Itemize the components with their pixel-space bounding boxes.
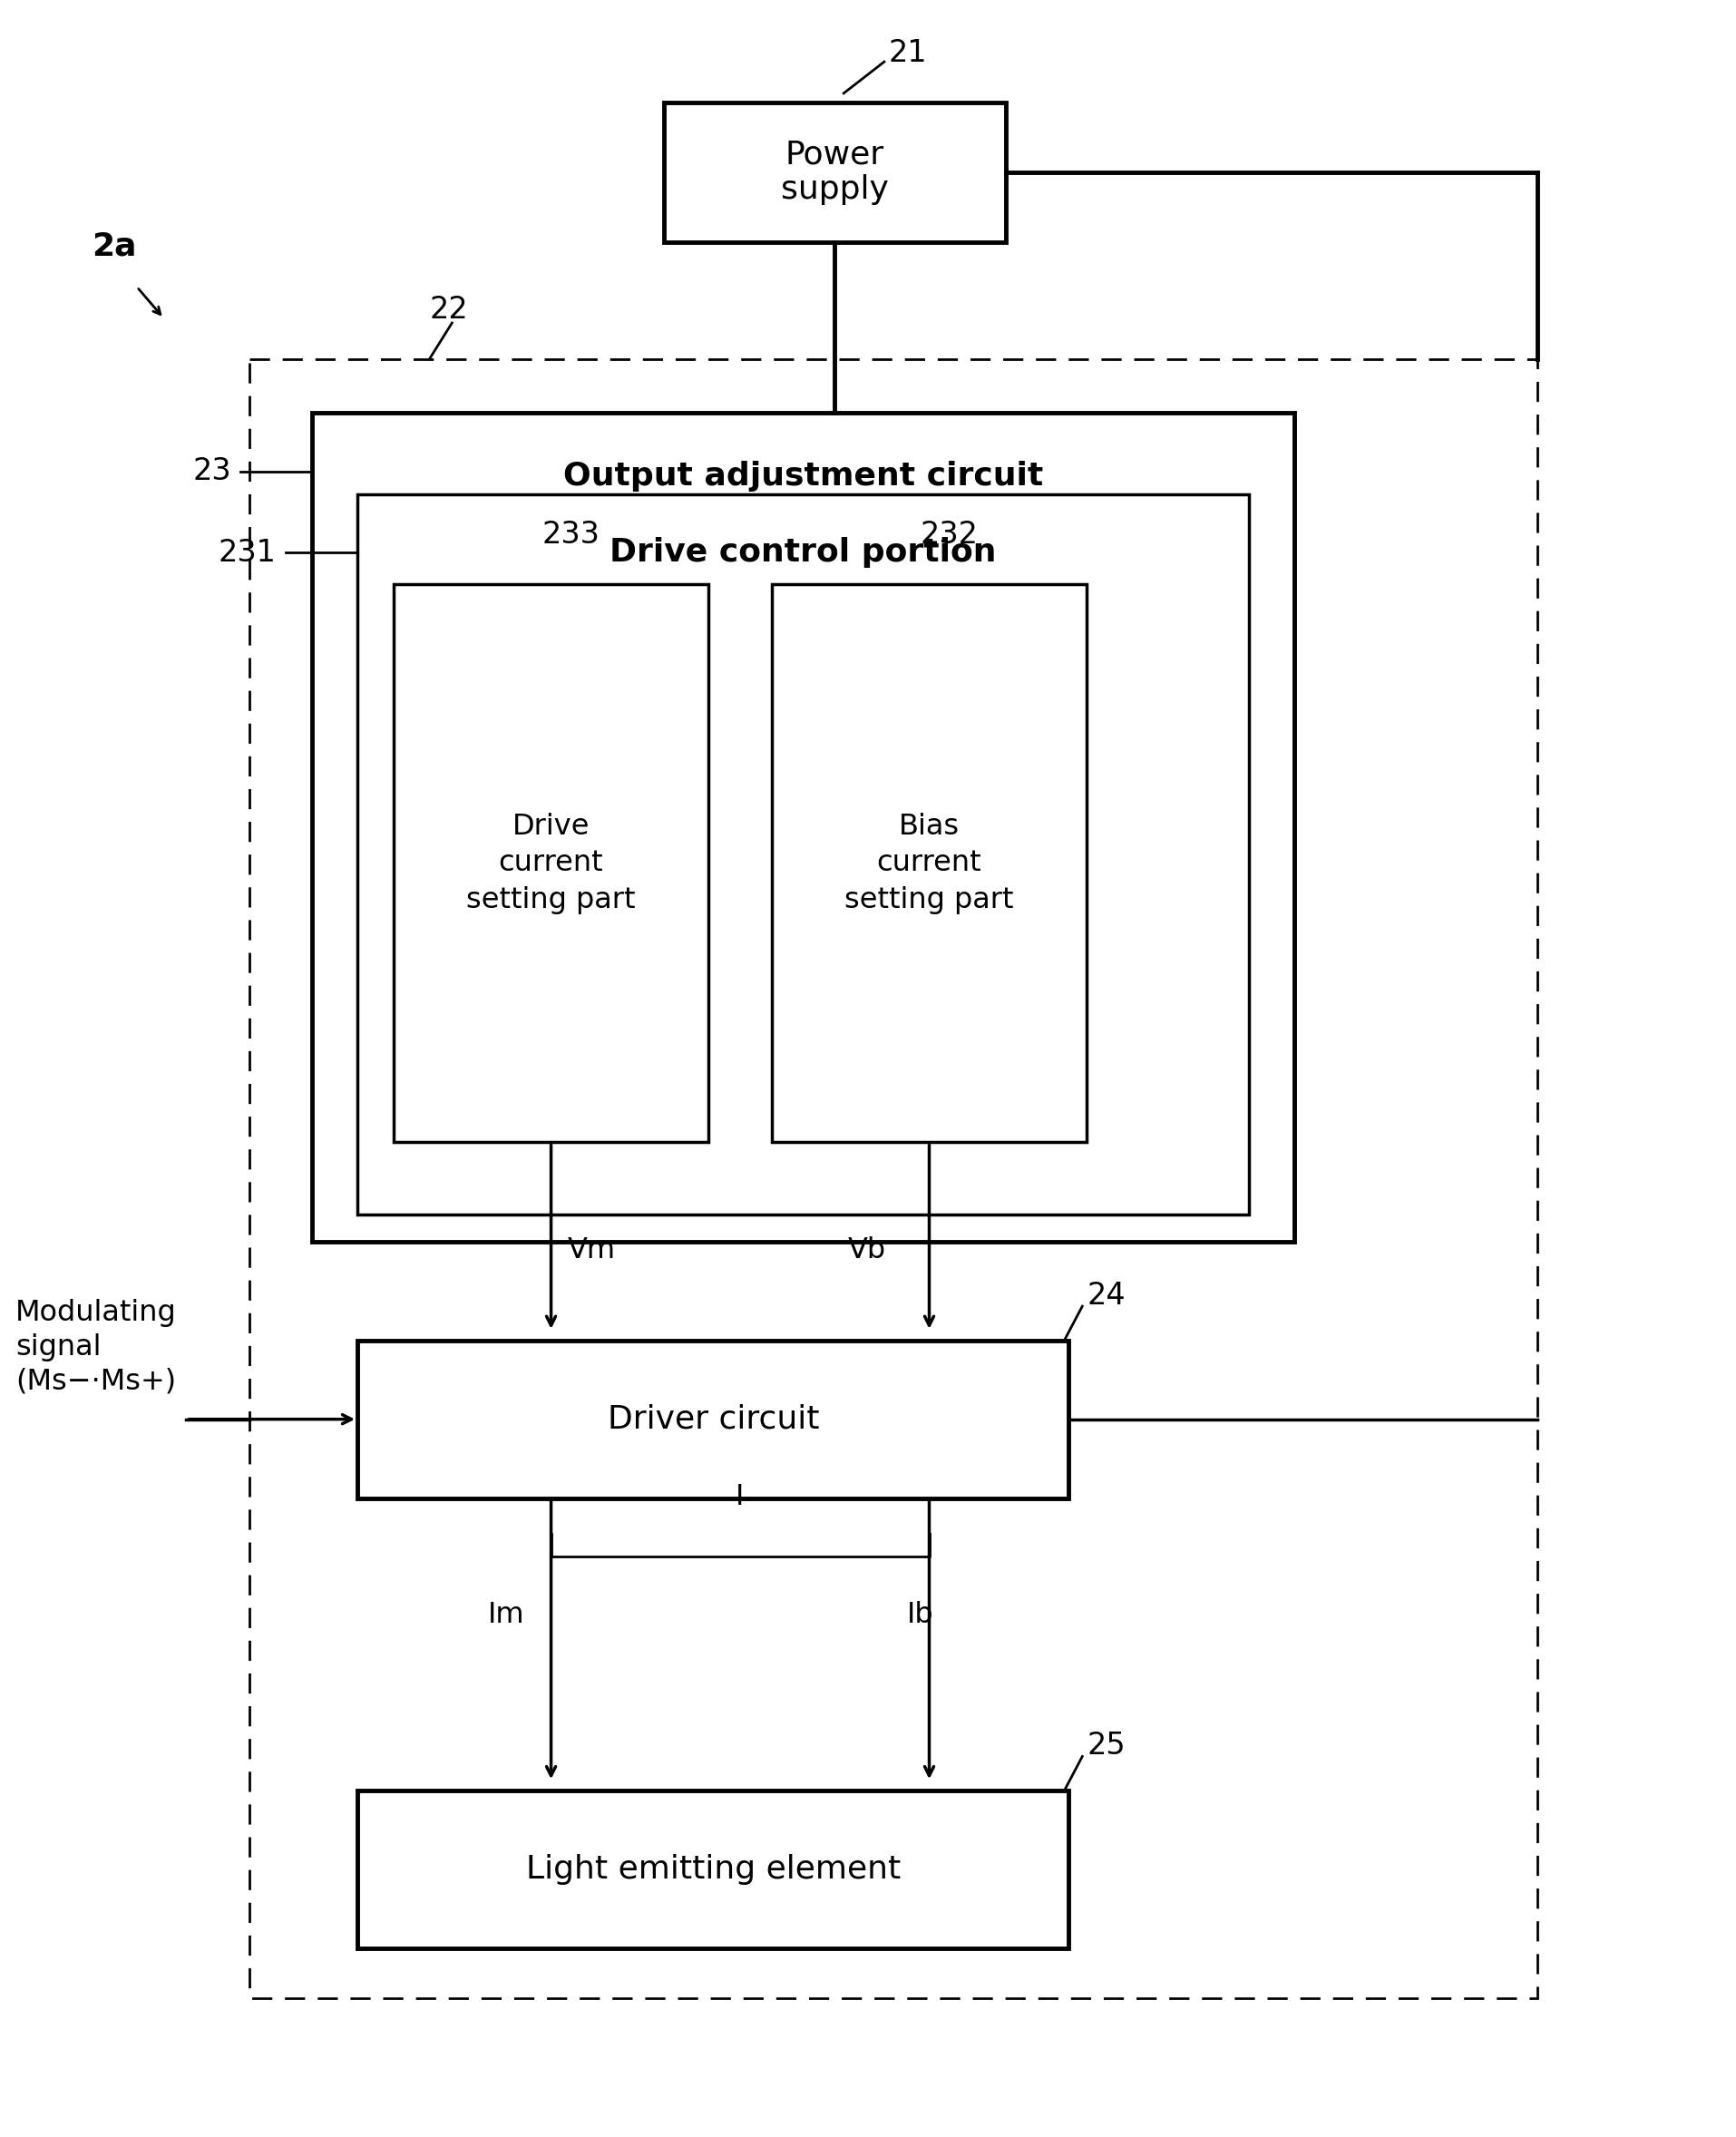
Text: 23: 23 bbox=[193, 457, 231, 487]
Text: 22: 22 bbox=[429, 295, 469, 325]
Text: Power
supply: Power supply bbox=[781, 139, 889, 205]
Bar bbox=[663, 103, 1005, 241]
Text: 232: 232 bbox=[920, 519, 977, 549]
Text: Driver circuit: Driver circuit bbox=[608, 1404, 819, 1434]
Bar bbox=[771, 583, 1087, 1143]
Bar bbox=[312, 412, 1293, 1242]
Text: Light emitting element: Light emitting element bbox=[526, 1855, 899, 1885]
Text: Vb: Vb bbox=[847, 1237, 885, 1265]
Text: Output adjustment circuit: Output adjustment circuit bbox=[562, 462, 1043, 492]
Text: Drive control portion: Drive control portion bbox=[609, 536, 996, 568]
Text: 21: 21 bbox=[889, 38, 927, 68]
Text: 233: 233 bbox=[542, 519, 599, 549]
Text: Im: Im bbox=[488, 1601, 524, 1628]
Text: 24: 24 bbox=[1087, 1280, 1125, 1310]
Text: Ib: Ib bbox=[906, 1601, 934, 1628]
Bar bbox=[358, 494, 1248, 1214]
Text: I: I bbox=[736, 1483, 745, 1511]
Bar bbox=[358, 1340, 1068, 1498]
Text: 2a: 2a bbox=[92, 231, 137, 263]
Text: Bias
current
setting part: Bias current setting part bbox=[844, 812, 1014, 915]
Text: 25: 25 bbox=[1087, 1731, 1125, 1761]
Text: Vm: Vm bbox=[568, 1237, 615, 1265]
Text: 231: 231 bbox=[219, 539, 276, 568]
Bar bbox=[394, 583, 708, 1143]
Text: Modulating
signal
(Ms−·Ms+): Modulating signal (Ms−·Ms+) bbox=[16, 1299, 177, 1395]
Bar bbox=[358, 1791, 1068, 1949]
Text: Drive
current
setting part: Drive current setting part bbox=[467, 812, 635, 915]
Bar bbox=[250, 359, 1536, 1998]
